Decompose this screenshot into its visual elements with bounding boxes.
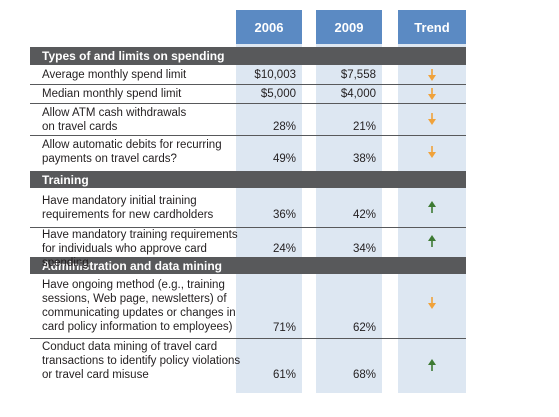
value-2009: 34%: [352, 243, 376, 255]
row-divider: [30, 103, 466, 104]
row-label: Have mandatory training requirements for…: [42, 229, 238, 269]
up-arrow-icon: [428, 201, 436, 213]
column-2009-background: [316, 10, 382, 393]
down-arrow-icon: [428, 113, 436, 125]
row-divider: [30, 338, 466, 339]
value-2009: 62%: [352, 322, 376, 334]
row-label: Average monthly spend limit: [42, 69, 187, 81]
value-2006: 71%: [272, 322, 296, 334]
row-label: Allow automatic debits for recurring pay…: [42, 139, 222, 165]
down-arrow-icon: [428, 297, 436, 309]
down-arrow-icon: [428, 69, 436, 81]
column-header-2006: 2006: [236, 10, 302, 44]
value-2006: 24%: [272, 243, 296, 255]
value-2009: 68%: [352, 369, 376, 381]
value-2009: $7,558: [340, 69, 376, 81]
column-2006-background: [236, 10, 302, 393]
row-divider: [30, 84, 466, 85]
section-header-administration: Administration and data mining: [30, 257, 466, 274]
row-divider: [30, 135, 466, 136]
up-arrow-icon: [428, 359, 436, 371]
value-2009: 38%: [352, 153, 376, 165]
value-2006: 36%: [272, 209, 296, 221]
value-2009: $4,000: [340, 88, 376, 100]
value-2006: $5,000: [260, 88, 296, 100]
row-divider: [30, 227, 466, 228]
value-2009: 42%: [352, 209, 376, 221]
row-label: Conduct data mining of travel card trans…: [42, 341, 241, 381]
down-arrow-icon: [428, 146, 436, 158]
up-arrow-icon: [428, 235, 436, 247]
down-arrow-icon: [428, 88, 436, 100]
value-2006: 61%: [272, 369, 296, 381]
section-header-training: Training: [30, 171, 466, 188]
value-2006: $10,003: [254, 69, 296, 81]
row-label: Have mandatory initial training requirem…: [42, 195, 214, 221]
value-2006: 49%: [272, 153, 296, 165]
column-header-trend: Trend: [398, 10, 466, 44]
row-label: Allow ATM cash withdrawals on travel car…: [42, 107, 187, 133]
section-header-spending: Types of and limits on spending: [30, 47, 466, 65]
row-label: Have ongoing method (e.g., training sess…: [42, 279, 236, 333]
column-header-2009: 2009: [316, 10, 382, 44]
value-2006: 28%: [272, 121, 296, 133]
value-2009: 21%: [352, 121, 376, 133]
row-label: Median monthly spend limit: [42, 88, 182, 100]
